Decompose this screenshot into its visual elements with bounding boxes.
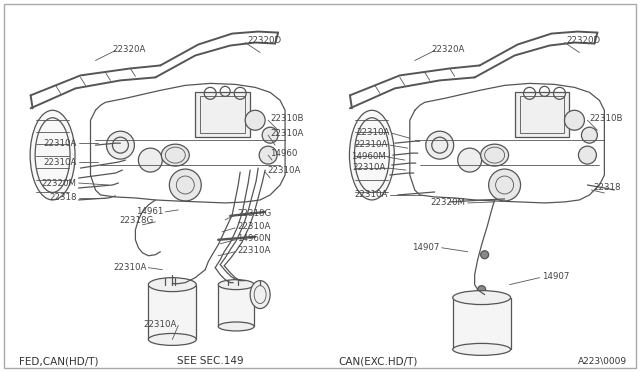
Text: 14960: 14960 [270, 149, 298, 158]
Ellipse shape [481, 144, 509, 166]
Text: 22318: 22318 [593, 183, 621, 192]
Bar [218, 285, 254, 327]
Bar [200, 96, 245, 133]
Text: 22320A: 22320A [432, 45, 465, 54]
Text: 22310A: 22310A [356, 128, 390, 137]
Circle shape [477, 286, 486, 294]
Bar [148, 285, 196, 339]
Text: 22310A: 22310A [267, 166, 301, 174]
Ellipse shape [250, 280, 270, 308]
Circle shape [106, 131, 134, 159]
Text: 22310A: 22310A [143, 320, 176, 329]
Ellipse shape [148, 278, 196, 292]
Circle shape [458, 148, 482, 172]
Ellipse shape [452, 343, 511, 355]
Bar [515, 92, 570, 137]
Text: 22310A: 22310A [353, 163, 386, 171]
Ellipse shape [218, 322, 254, 331]
Circle shape [245, 110, 265, 130]
Text: 22320A: 22320A [113, 45, 146, 54]
Text: 22310A: 22310A [43, 158, 77, 167]
Ellipse shape [452, 291, 511, 305]
Circle shape [481, 251, 488, 259]
Ellipse shape [148, 333, 196, 346]
Text: 14907: 14907 [412, 243, 440, 252]
Text: 22318G: 22318G [237, 209, 271, 218]
Text: 14960M: 14960M [351, 152, 386, 161]
Text: 22310B: 22310B [270, 114, 303, 123]
Text: 14961: 14961 [136, 208, 163, 217]
Circle shape [564, 110, 584, 130]
Text: 22320M: 22320M [42, 179, 77, 187]
Text: 22310B: 22310B [589, 114, 623, 123]
Ellipse shape [349, 110, 394, 200]
Text: SEE SEC.149: SEE SEC.149 [177, 356, 244, 366]
Text: 14960N: 14960N [237, 234, 271, 243]
Circle shape [488, 169, 520, 201]
Text: A223\0009: A223\0009 [578, 357, 627, 366]
Circle shape [138, 148, 163, 172]
Text: 22310A: 22310A [270, 129, 303, 138]
Text: 22310A: 22310A [237, 246, 271, 255]
Circle shape [170, 169, 201, 201]
Text: 22320D: 22320D [566, 36, 600, 45]
Text: CAN(EXC.HD/T): CAN(EXC.HD/T) [338, 356, 417, 366]
Text: 14907: 14907 [541, 272, 569, 281]
Text: 22318: 22318 [49, 193, 77, 202]
Ellipse shape [218, 280, 254, 290]
Circle shape [581, 127, 597, 143]
Text: 22310A: 22310A [113, 263, 147, 272]
Circle shape [259, 146, 277, 164]
Text: 22310A: 22310A [43, 139, 77, 148]
Text: 22320D: 22320D [247, 36, 282, 45]
Ellipse shape [30, 110, 75, 200]
Bar [195, 92, 250, 137]
Ellipse shape [161, 144, 189, 166]
Text: 22310A: 22310A [355, 190, 388, 199]
Bar [520, 96, 564, 133]
Text: FED,CAN(HD/T): FED,CAN(HD/T) [19, 356, 98, 366]
Bar [452, 298, 511, 349]
Text: 22320M: 22320M [431, 198, 466, 208]
Text: 22318G: 22318G [119, 217, 154, 225]
Circle shape [579, 146, 596, 164]
Text: 22310A: 22310A [237, 222, 271, 231]
Circle shape [426, 131, 454, 159]
Circle shape [262, 127, 278, 143]
Text: 22310A: 22310A [355, 140, 388, 149]
